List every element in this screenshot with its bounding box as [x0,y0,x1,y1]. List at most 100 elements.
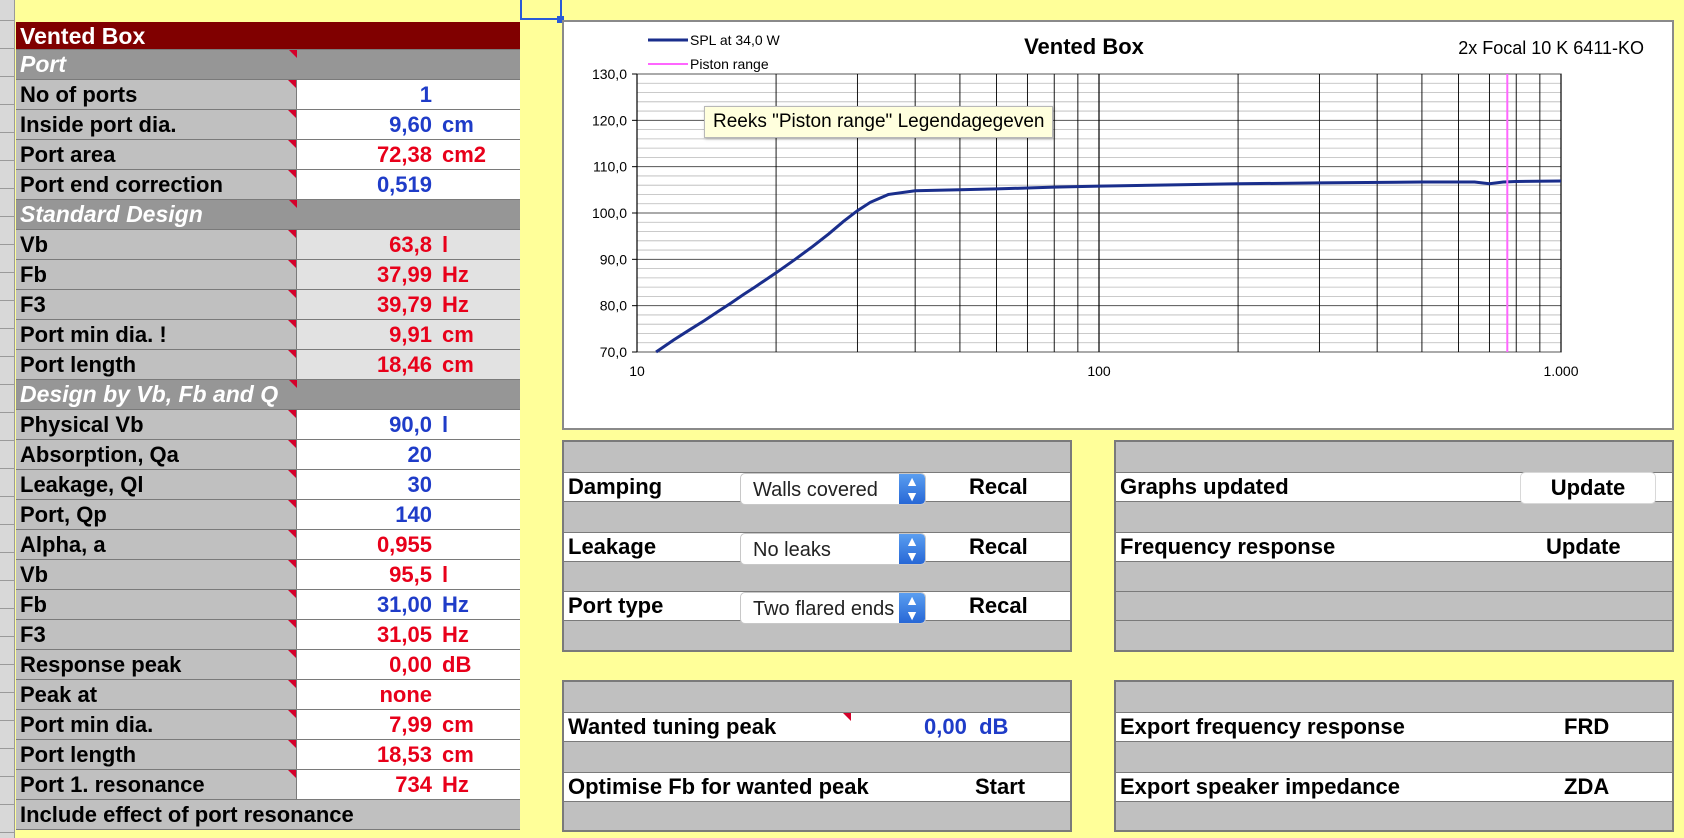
input-cell[interactable]: 20 [297,440,520,469]
export-z-row: Export speaker impedance ZDA [1116,772,1672,802]
gutter-line [0,664,14,665]
row-label-text: Port length [20,352,137,377]
leakage-row: Leakage No leaks ▲ ▼ Recal [564,532,1070,565]
cell-value: 95,5 [389,562,432,587]
damping-panel: Damping Walls covered ▲ ▼ Recal Leakage N… [562,440,1072,652]
gutter-line [0,356,14,357]
port-type-recal-button[interactable]: Recal [969,593,1028,618]
row-label: Leakage, Ql [16,470,297,499]
cell-fill-handle[interactable] [557,16,564,23]
leakage-recal-button[interactable]: Recal [969,534,1028,559]
section-port-label: Port [20,51,66,77]
cell-value: 1 [419,82,432,107]
cell-unit: cm [442,742,474,767]
leakage-label: Leakage [568,534,657,559]
row-label: Port length [16,350,297,379]
cell-unit: dB [442,652,472,677]
comment-marker-icon [289,200,297,208]
damping-label: Damping [568,474,663,499]
graphs-panel: Graphs updated Update Frequency response… [1114,440,1674,652]
wanted-peak-row: Wanted tuning peak 0,00 dB [564,712,1070,742]
table-row: No of ports 1 [16,80,520,110]
table-row: Port, Qp 140 [16,500,520,530]
cell-value: 18,46 [376,352,432,377]
comment-marker-icon [288,260,296,268]
damping-recal-button[interactable]: Recal [969,474,1028,499]
comment-marker-icon [843,713,851,721]
row-label-text: F3 [20,622,46,647]
comment-marker-icon [288,710,296,718]
output-cell: 39,79 Hz [297,290,520,319]
table-row: Port length 18,53 cm [16,740,520,770]
optimise-start-button[interactable]: Start [975,774,1026,799]
x-tick-label: 10 [629,363,645,379]
x-tick-label: 100 [1087,363,1111,379]
wanted-peak-input[interactable]: 0,00 dB [924,713,1008,741]
gutter-line [0,132,14,133]
comment-marker-icon [288,410,296,418]
comment-marker-icon [289,380,297,388]
chart-legend[interactable]: SPL at 34,0 W Piston range [648,32,781,72]
graphs-update-button[interactable]: Update [1520,472,1656,504]
comment-marker-icon [288,560,296,568]
row-label-text: Peak at [20,682,98,707]
select-stepper-icon: ▲ ▼ [899,474,925,504]
export-frd-button[interactable]: FRD [1564,714,1610,739]
y-tick-label: 100,0 [592,205,627,221]
cell-unit: l [442,562,449,587]
row-label: Port area [16,140,297,169]
comment-marker-icon [288,500,296,508]
gutter-line [0,160,14,161]
row-label-text: Response peak [20,652,182,677]
cell-value: 9,91 [389,322,432,347]
row-label-text: Port min dia. [20,712,154,737]
include-port-resonance-row[interactable]: Include effect of port resonance [16,800,520,830]
cell-value: none [379,682,432,707]
legend-tooltip: Reeks "Piston range" Legendagegeven [704,106,1054,138]
cell-value: 0,519 [376,172,432,197]
table-title-row: Vented Box [16,22,520,50]
comment-marker-icon [288,740,296,748]
input-cell[interactable]: 140 [297,500,520,529]
input-cell[interactable]: 1 [297,80,520,109]
damping-select[interactable]: Walls covered ▲ ▼ [740,473,926,505]
port-type-select-value: Two flared ends [753,598,895,620]
export-zda-button[interactable]: ZDA [1564,774,1610,799]
row-label: F3 [16,290,297,319]
port-type-label: Port type [568,593,664,618]
input-cell[interactable]: 0,519 [297,170,520,199]
y-tick-label: 70,0 [600,344,627,360]
row-label: Absorption, Qa [16,440,297,469]
leakage-select-value: No leaks [753,539,831,561]
row-label-text: Port, Qp [20,502,107,527]
table-row: Port 1. resonance 734 Hz [16,770,520,800]
input-cell[interactable]: 30 [297,470,520,499]
cell-value: 9,60 [389,112,432,137]
row-label: Port 1. resonance [16,770,297,799]
comment-marker-icon [288,650,296,658]
port-rows: No of ports 1 Inside port dia. 9,60 cm Port a… [16,80,520,200]
row-label: Peak at [16,680,297,709]
cell-value: 72,38 [376,142,432,167]
input-cell[interactable]: 31,00 Hz [297,590,520,619]
gutter-line [0,384,14,385]
frequency-response-update-button[interactable]: Update [1546,534,1621,559]
gutter-line [0,720,14,721]
row-label-text: Port 1. resonance [20,772,205,797]
cell-value: 30 [407,472,432,497]
row-label-text: F3 [20,292,46,317]
output-cell: 18,53 cm [297,740,520,769]
output-cell: 95,5 l [297,560,520,589]
leakage-select[interactable]: No leaks ▲ ▼ [740,533,926,565]
row-label-text: Port min dia. ! [20,322,167,347]
port-type-select[interactable]: Two flared ends ▲ ▼ [740,592,926,624]
row-label-text: Port length [20,742,137,767]
export-fr-row: Export frequency response FRD [1116,712,1672,742]
spl-chart[interactable]: 70,0 80,0 90,0 100,0 110,0 120,0 130,0 10 100 1.0… [562,20,1674,430]
comment-marker-icon [288,770,296,778]
row-label: Physical Vb [16,410,297,439]
input-cell[interactable]: 9,60 cm [297,110,520,139]
output-cell: 734 Hz [297,770,520,799]
row-label: Inside port dia. [16,110,297,139]
input-cell[interactable]: 90,0 l [297,410,520,439]
